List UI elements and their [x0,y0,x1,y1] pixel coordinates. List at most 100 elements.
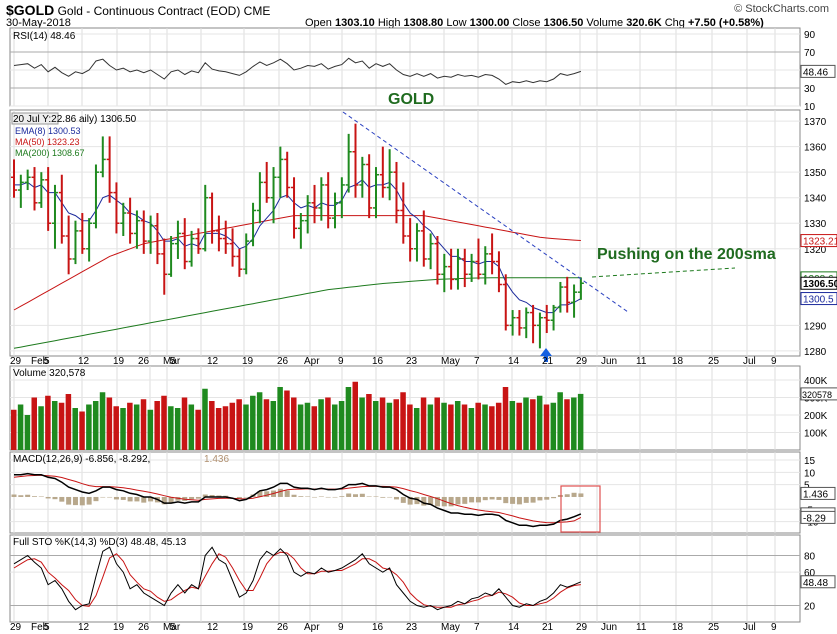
macd-histogram-bar [510,496,516,504]
price-tag [800,234,837,248]
x-axis-label-mid: 5 [44,356,50,367]
volume-bar [133,404,140,450]
volume-bar [393,399,399,450]
x-axis-label-mid: 9 [771,356,777,367]
volume-bar [543,404,550,450]
macd-histogram-bar [380,496,386,498]
volume-bar [222,406,229,450]
x-axis-label-mid: 21 [542,356,554,367]
volume-bar [366,394,372,450]
gold-annotation: GOLD [388,91,434,108]
x-axis-label-bottom: 9 [338,622,344,633]
x-axis-label-bottom: 7 [474,622,480,633]
ema8-line [14,179,582,314]
price-tag-label: 1306.50 [803,279,837,290]
macd-histogram-bar [45,496,51,499]
macd-histogram-bar [523,496,529,503]
volume-bar [379,397,386,450]
x-axis-label-bottom: 18 [672,622,684,633]
volume-bar [325,397,331,450]
rsi-tick-label: 30 [804,84,816,95]
volume-bar [140,399,147,450]
price-tick-label: 1330 [804,219,827,230]
volume-bar [229,402,236,450]
x-axis-label-bottom: May [441,622,460,633]
volume-value-label: 320578 [802,390,832,400]
x-axis-label-mid: May [441,356,460,367]
volume-label: Volume [586,17,624,29]
macd-histogram-bar [537,496,543,501]
price-tick-label: 1290 [804,321,827,332]
x-axis-label-bottom: 26 [277,622,289,633]
macd-tag-label: -8.29 [803,513,826,524]
low-label: Low [446,17,467,29]
volume-bar [106,397,113,450]
volume-bar [202,388,208,450]
volume-bar [338,401,345,450]
rsi-value-label: 48.46 [803,67,828,78]
macd-histogram-bar [571,492,577,497]
volume-bar [345,387,352,450]
x-axis-label-mid: 26 [277,356,289,367]
macd-legend-histo: 1.436 [204,454,229,465]
volume-bar [256,392,263,450]
volume-bar [311,406,318,450]
volume-bar [564,399,570,450]
macd-histogram-bar [564,494,570,497]
macd-tag-label: 1.436 [803,489,828,500]
macd-histogram-bar [455,496,461,505]
sto-legend: Full STO %K(14,3) %D(3) 48.48, 45.13 [13,537,187,548]
x-axis-label-mid: 26 [138,356,150,367]
volume-bar [297,404,304,450]
sto-k-line [13,546,582,611]
macd-histogram-bar [52,496,58,500]
close-value: 1306.50 [543,17,584,29]
chg-label: Chg [664,17,685,29]
volume-bar [250,395,256,450]
volume-bar [215,408,222,450]
x-axis-label-mid: 12 [78,356,90,367]
price-tick-label: 1350 [804,168,827,179]
x-axis-label-mid: 19 [113,356,125,367]
macd-histogram-bar [339,496,345,497]
volume-bar [448,404,454,450]
volume-bar [495,402,502,450]
volume-bar [577,393,584,450]
x-axis-label-bottom: 29 [10,622,22,633]
volume-bar [11,409,17,450]
x-axis-label-mid: Feb [31,356,49,367]
x-axis-label-bottom: 19 [242,622,254,633]
volume-bar [120,408,126,450]
macd-histogram-bar [503,496,509,504]
macd-histogram-bar [298,496,304,497]
macd-histogram-bar [475,496,481,503]
volume-bar [284,390,290,450]
macd-histogram-bar [359,493,365,497]
volume-bar [461,404,468,450]
x-axis-label-mid: 5 [170,356,176,367]
symbol-label: $GOLD [6,2,55,18]
x-axis-label-mid: Jul [743,356,756,367]
volume-bar [277,387,283,450]
volume-bar [482,404,488,450]
close-label: Close [512,17,541,29]
macd-histogram-bar [209,494,215,497]
volume-bar [468,408,475,450]
x-axis-label-bottom: 25 [708,622,720,633]
volume-bar [31,397,37,450]
x-axis-label-bottom: 23 [406,622,418,633]
volume-bar [536,395,543,450]
macd-histogram-bar [277,488,283,497]
crosshair-readout-box [11,112,59,125]
macd-histogram-bar [11,494,17,497]
rsi-tick-label: 70 [804,48,816,59]
volume-bar [79,411,85,450]
x-axis-label-bottom: Jun [601,622,617,633]
x-axis-label-bottom: 11 [636,622,647,633]
ma200-extension-line [591,267,736,278]
volume-bar [359,397,365,450]
ma200-line [13,277,581,349]
macd-histogram-bar [496,496,502,500]
price-tick-label: 1370 [804,117,827,128]
volume-bar [58,402,65,450]
